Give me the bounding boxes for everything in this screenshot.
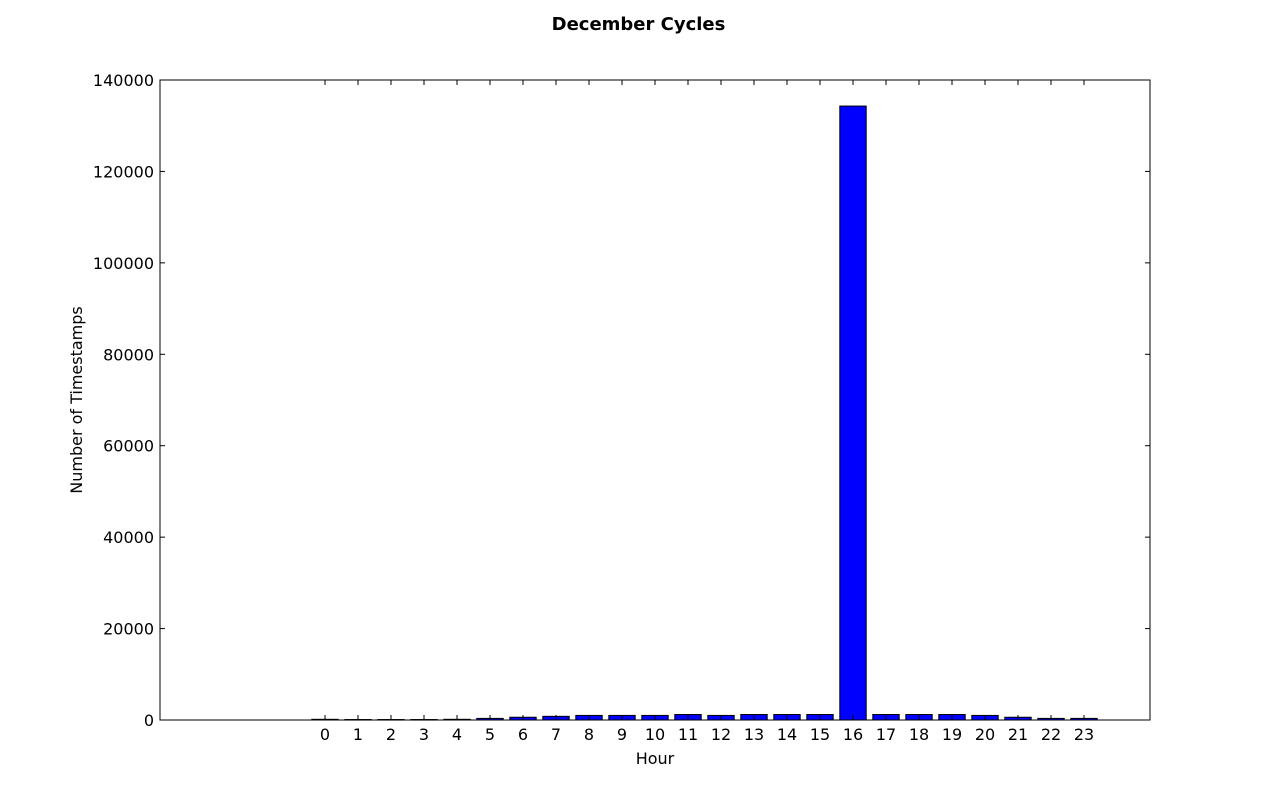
x-tick-label: 9 bbox=[617, 725, 627, 744]
y-tick-label: 0 bbox=[144, 711, 154, 730]
x-tick-label: 10 bbox=[645, 725, 665, 744]
bar-16 bbox=[839, 105, 867, 721]
plot-frame bbox=[159, 79, 1151, 721]
x-tick-label: 13 bbox=[744, 725, 764, 744]
x-tick-label: 23 bbox=[1074, 725, 1094, 744]
x-tick-label: 19 bbox=[942, 725, 962, 744]
x-tick-label: 4 bbox=[452, 725, 462, 744]
x-tick-label: 3 bbox=[419, 725, 429, 744]
y-tick-label: 80000 bbox=[103, 345, 154, 364]
chart-title: December Cycles bbox=[552, 14, 726, 35]
x-tick-label: 17 bbox=[876, 725, 896, 744]
y-axis-label: Number of Timestamps bbox=[67, 306, 86, 494]
x-tick-label: 2 bbox=[386, 725, 396, 744]
x-tick-label: 7 bbox=[551, 725, 561, 744]
x-tick-label: 5 bbox=[485, 725, 495, 744]
y-tick-label: 20000 bbox=[103, 620, 154, 639]
y-tick-label: 120000 bbox=[93, 162, 154, 181]
x-tick-label: 6 bbox=[518, 725, 528, 744]
x-tick-label: 16 bbox=[843, 725, 863, 744]
x-tick-label: 8 bbox=[584, 725, 594, 744]
x-axis: 0 1 2 3 4 5 6 7 8 9 10 11 12 13 14 15 16 17 18 19 20 21 22 23 bbox=[320, 80, 1094, 744]
x-tick-label: 11 bbox=[678, 725, 698, 744]
x-tick-label: 15 bbox=[810, 725, 830, 744]
x-axis-label: Hour bbox=[636, 749, 675, 768]
x-tick-label: 18 bbox=[909, 725, 929, 744]
y-tick-label: 60000 bbox=[103, 437, 154, 456]
x-tick-label: 1 bbox=[353, 725, 363, 744]
bars-group bbox=[311, 105, 1098, 721]
y-tick-label: 100000 bbox=[93, 254, 154, 273]
x-tick-label: 21 bbox=[1008, 725, 1028, 744]
x-tick-label: 22 bbox=[1041, 725, 1061, 744]
x-tick-label: 0 bbox=[320, 725, 330, 744]
y-axis: 0 20000 40000 60000 80000 100000 120000 140000 bbox=[93, 71, 1150, 730]
y-tick-label: 40000 bbox=[103, 528, 154, 547]
x-tick-label: 12 bbox=[711, 725, 731, 744]
y-tick-label: 140000 bbox=[93, 71, 154, 90]
x-tick-label: 20 bbox=[975, 725, 995, 744]
x-tick-label: 14 bbox=[777, 725, 797, 744]
